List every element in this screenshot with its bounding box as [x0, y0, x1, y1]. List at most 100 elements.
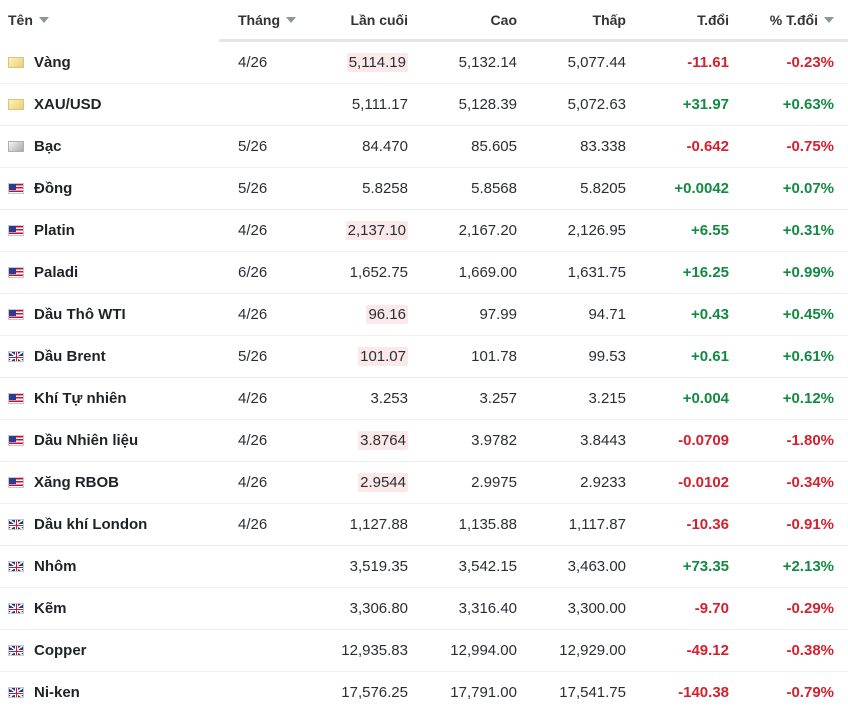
price-change: -0.0709: [678, 432, 729, 449]
table-body: Vàng 4/26 5,114.19 5,132.14 5,077.44 -11…: [0, 42, 848, 708]
table-row[interactable]: Bạc 5/26 84.470 85.605 83.338 -0.642 -0.…: [0, 126, 848, 168]
pct-change: -0.23%: [786, 54, 834, 71]
pct-change: +2.13%: [782, 558, 834, 575]
table-row[interactable]: Paladi 6/26 1,652.75 1,669.00 1,631.75 +…: [0, 252, 848, 294]
header-name[interactable]: Tên: [8, 12, 49, 28]
commodity-name-cell[interactable]: Dầu Nhiên liệu: [8, 432, 138, 449]
commodity-name-cell[interactable]: Kẽm: [8, 600, 67, 617]
table-row[interactable]: Kẽm 3,306.80 3,316.40 3,300.00 -9.70 -0.…: [0, 588, 848, 630]
us-flag-icon: [8, 435, 24, 446]
contract-month: 4/26: [238, 516, 268, 533]
commodity-name-cell[interactable]: Đồng: [8, 180, 72, 197]
commodity-name-cell[interactable]: Bạc: [8, 138, 62, 155]
low-price: 1,631.75: [567, 264, 626, 281]
low-price: 5,072.63: [567, 96, 626, 113]
silver-bar-icon: [8, 141, 24, 152]
header-last[interactable]: Lần cuối: [350, 12, 408, 28]
last-price: 1,127.88: [349, 516, 408, 533]
table-row[interactable]: Platin 4/26 2,137.10 2,167.20 2,126.95 +…: [0, 210, 848, 252]
header-pct-change[interactable]: % T.đổi: [770, 12, 834, 28]
table-row[interactable]: Dầu khí London 4/26 1,127.88 1,135.88 1,…: [0, 504, 848, 546]
contract-month: 4/26: [238, 306, 268, 323]
pct-change: +0.31%: [782, 222, 834, 239]
commodity-name: XAU/USD: [34, 96, 102, 113]
table-row[interactable]: Dầu Brent 5/26 101.07 101.78 99.53 +0.61…: [0, 336, 848, 378]
table-row[interactable]: XAU/USD 5,111.17 5,128.39 5,072.63 +31.9…: [0, 84, 848, 126]
caret-down-icon: [824, 17, 834, 23]
commodity-name-cell[interactable]: Ni-ken: [8, 684, 80, 701]
commodity-name: Dầu Nhiên liệu: [34, 432, 139, 449]
last-price: 2.9544: [358, 473, 408, 492]
pct-change: +0.07%: [782, 180, 834, 197]
header-high[interactable]: Cao: [491, 12, 517, 28]
table-row[interactable]: Copper 12,935.83 12,994.00 12,929.00 -49…: [0, 630, 848, 672]
uk-flag-icon: [8, 561, 24, 572]
low-price: 94.71: [588, 306, 626, 323]
pct-change: -0.38%: [786, 642, 834, 659]
high-price: 3.9782: [471, 432, 517, 449]
high-price: 2,167.20: [458, 222, 517, 239]
table-row[interactable]: Đồng 5/26 5.8258 5.8568 5.8205 +0.0042 +…: [0, 168, 848, 210]
low-price: 12,929.00: [559, 642, 626, 659]
last-price: 3,306.80: [349, 600, 408, 617]
commodity-name-cell[interactable]: XAU/USD: [8, 96, 102, 113]
commodity-name: Ni-ken: [34, 684, 80, 701]
high-price: 5,132.14: [458, 54, 517, 71]
commodity-name-cell[interactable]: Xăng RBOB: [8, 474, 119, 491]
header-month[interactable]: Tháng: [238, 12, 296, 28]
table-row[interactable]: Xăng RBOB 4/26 2.9544 2.9975 2.9233 -0.0…: [0, 462, 848, 504]
commodity-name-cell[interactable]: Dầu Thô WTI: [8, 306, 126, 323]
price-change: +0.004: [682, 390, 729, 407]
commodity-name-cell[interactable]: Dầu khí London: [8, 516, 147, 533]
price-change: -49.12: [686, 642, 729, 659]
uk-flag-icon: [8, 519, 24, 530]
low-price: 2,126.95: [567, 222, 626, 239]
high-price: 3.257: [479, 390, 517, 407]
commodity-name: Nhôm: [34, 558, 77, 575]
commodity-name-cell[interactable]: Platin: [8, 222, 75, 239]
pct-change: -0.29%: [786, 600, 834, 617]
us-flag-icon: [8, 393, 24, 404]
commodity-name-cell[interactable]: Paladi: [8, 264, 78, 281]
header-change[interactable]: T.đổi: [697, 12, 729, 28]
commodity-name: Dầu khí London: [34, 516, 148, 533]
contract-month: 4/26: [238, 222, 268, 239]
uk-flag-icon: [8, 603, 24, 614]
commodity-name-cell[interactable]: Dầu Brent: [8, 348, 106, 365]
pct-change: -0.91%: [786, 516, 834, 533]
low-price: 83.338: [580, 138, 626, 155]
price-change: -0.642: [686, 138, 729, 155]
caret-down-icon: [38, 17, 49, 23]
price-change: +73.35: [682, 558, 729, 575]
last-price: 3.8764: [358, 431, 408, 450]
low-price: 5.8205: [580, 180, 626, 197]
contract-month: 4/26: [238, 474, 268, 491]
contract-month: 4/26: [238, 54, 268, 71]
commodity-name-cell[interactable]: Nhôm: [8, 558, 77, 575]
table-row[interactable]: Khí Tự nhiên 4/26 3.253 3.257 3.215 +0.0…: [0, 378, 848, 420]
table-row[interactable]: Nhôm 3,519.35 3,542.15 3,463.00 +73.35 +…: [0, 546, 848, 588]
low-price: 3.215: [588, 390, 626, 407]
table-row[interactable]: Ni-ken 17,576.25 17,791.00 17,541.75 -14…: [0, 672, 848, 708]
header-low-label: Thấp: [592, 12, 626, 28]
header-low[interactable]: Thấp: [593, 12, 626, 28]
table-row[interactable]: Vàng 4/26 5,114.19 5,132.14 5,077.44 -11…: [0, 42, 848, 84]
commodity-name-cell[interactable]: Khí Tự nhiên: [8, 390, 127, 407]
commodity-name-cell[interactable]: Vàng: [8, 54, 71, 71]
commodity-name: Bạc: [34, 138, 62, 155]
gold-bar-icon: [8, 57, 24, 68]
pct-change: -0.79%: [786, 684, 834, 701]
low-price: 3.8443: [580, 432, 626, 449]
us-flag-icon: [8, 267, 24, 278]
table-row[interactable]: Dầu Nhiên liệu 4/26 3.8764 3.9782 3.8443…: [0, 420, 848, 462]
high-price: 101.78: [471, 348, 517, 365]
gold-bar-icon: [8, 99, 24, 110]
table-header: Tên Tháng Lần cuối Cao Thấp T.đổi % T.đổ…: [0, 0, 848, 42]
pct-change: +0.12%: [782, 390, 834, 407]
price-change: +0.43: [691, 306, 729, 323]
commodity-name-cell[interactable]: Copper: [8, 642, 87, 659]
table-row[interactable]: Dầu Thô WTI 4/26 96.16 97.99 94.71 +0.43…: [0, 294, 848, 336]
uk-flag-icon: [8, 351, 24, 362]
commodity-name: Đồng: [34, 180, 73, 197]
